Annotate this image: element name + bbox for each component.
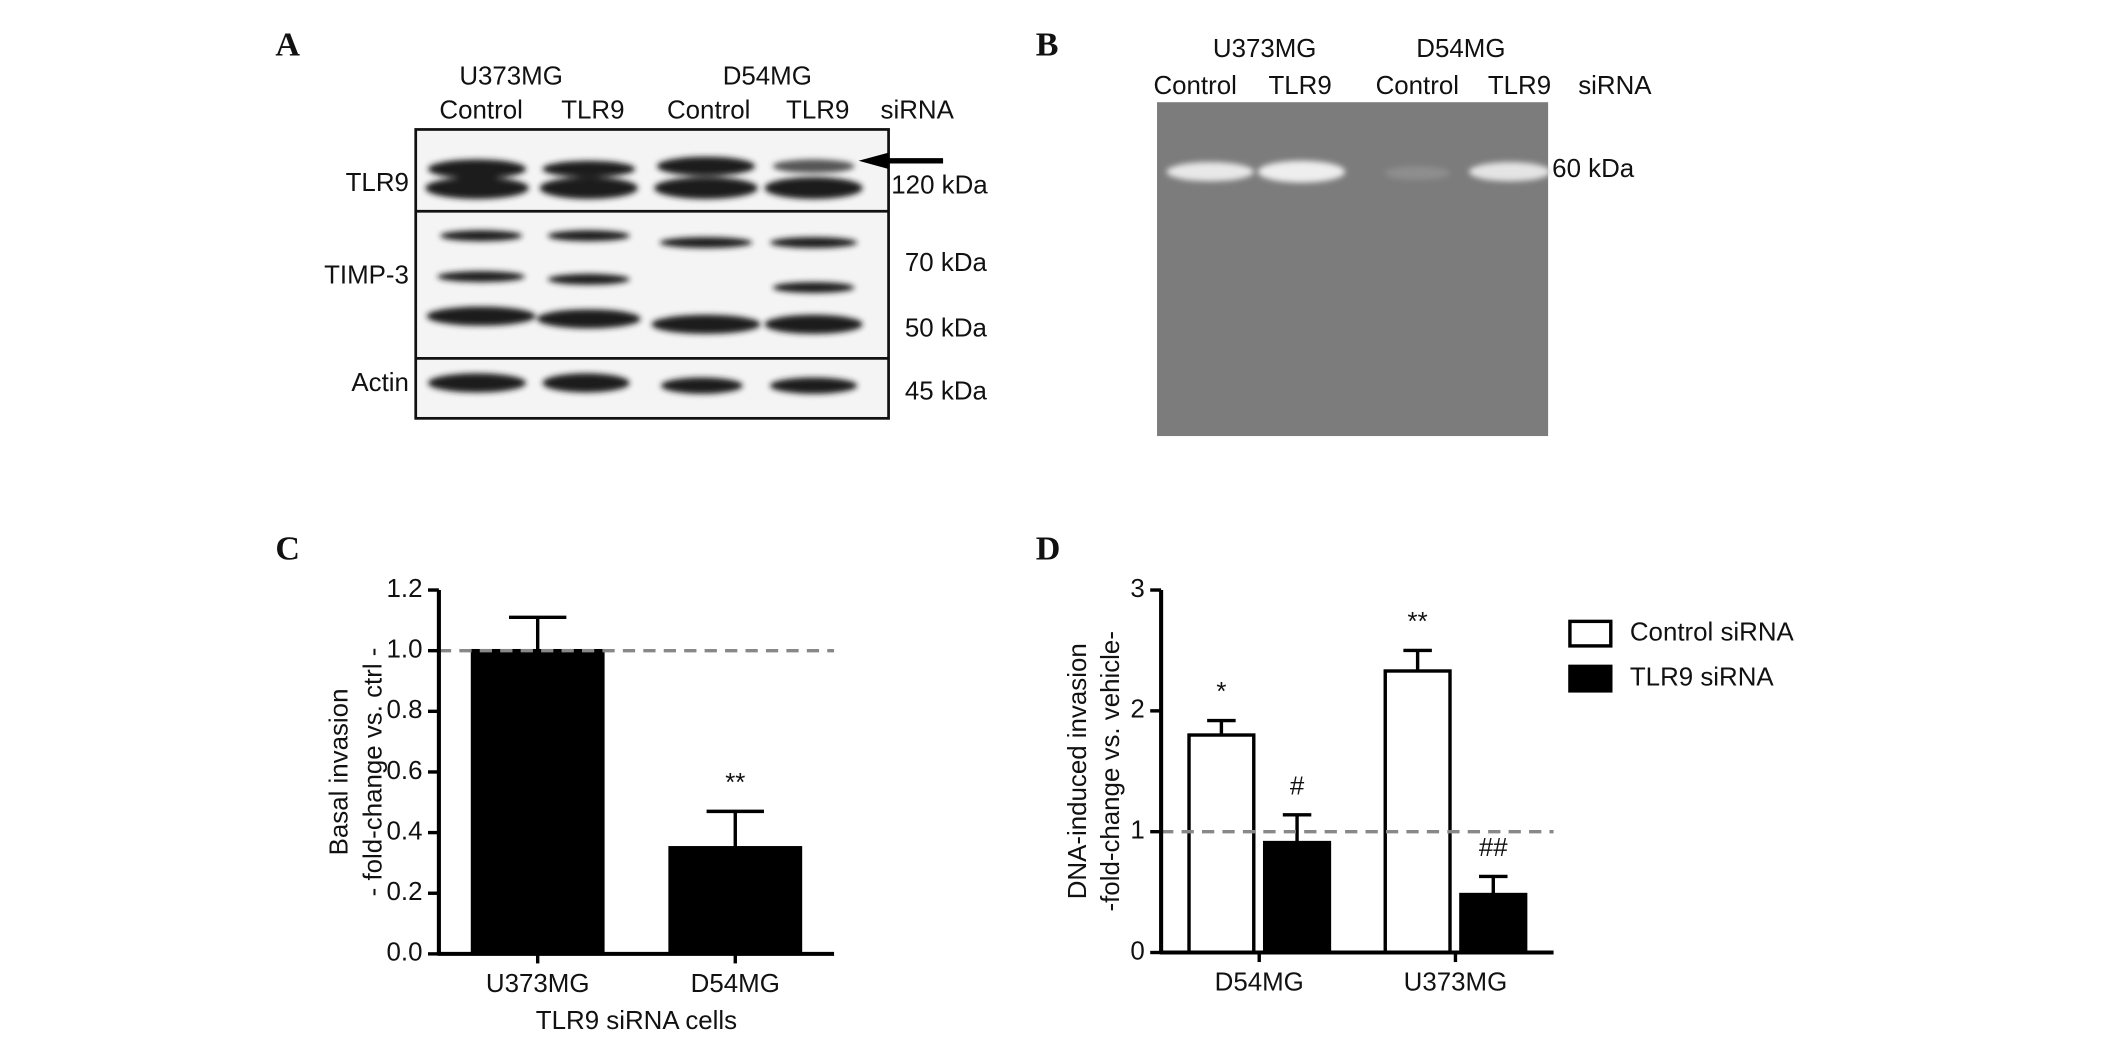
bar — [1459, 892, 1528, 955]
size-label: 120 kDa — [891, 172, 988, 200]
significance-marker: ** — [725, 769, 745, 797]
lane-label: TLR9 — [561, 97, 624, 125]
lane-label: Control — [1376, 72, 1459, 100]
lane-label: TLR9 — [1268, 72, 1331, 100]
panel-letter: D — [1036, 531, 1061, 568]
significance-marker: * — [1216, 678, 1226, 706]
size-label: 45 kDa — [905, 377, 988, 405]
row-label: Actin — [351, 369, 409, 397]
y-tick-label: 0.4 — [387, 817, 423, 845]
y-tick-label: 2 — [1130, 696, 1144, 724]
legend-swatch — [1568, 664, 1613, 693]
cell-line: D54MG — [723, 63, 812, 91]
treatment-label: siRNA — [881, 97, 955, 125]
significance-marker: ** — [1408, 608, 1428, 636]
panel-letter: A — [275, 27, 300, 64]
bar — [668, 846, 803, 956]
y-axis-label: Basal invasion — [326, 689, 354, 856]
y-tick-label: 3 — [1130, 575, 1144, 603]
y-tick-label: 0 — [1130, 937, 1144, 965]
bands — [1166, 160, 1551, 183]
significance-marker: ## — [1479, 834, 1508, 862]
x-tick-label: U373MG — [486, 970, 590, 998]
y-tick-label: 0.8 — [387, 696, 423, 724]
row-label: TIMP-3 — [324, 261, 409, 289]
y-tick-label: 0.2 — [387, 878, 423, 906]
y-axis-label: -fold-change vs. vehicle- — [1097, 631, 1125, 911]
row-label: TLR9 — [346, 169, 409, 197]
y-tick-label: 0.6 — [387, 757, 423, 785]
panel-letter: C — [275, 531, 300, 568]
treatment-label: siRNA — [1578, 72, 1652, 100]
legend-swatch — [1568, 619, 1613, 648]
bar — [1187, 733, 1256, 955]
significance-marker: # — [1290, 772, 1305, 800]
x-axis-label: TLR9 siRNA cells — [536, 1007, 737, 1035]
size-label: 60 kDa — [1552, 155, 1635, 183]
y-tick-label: 1 — [1130, 817, 1144, 845]
y-tick-label: 0.0 — [387, 939, 423, 967]
y-axis-label: DNA-induced invasion — [1064, 643, 1092, 899]
x-tick-label: U373MG — [1404, 969, 1508, 997]
bar — [1383, 669, 1452, 955]
legend-label: Control siRNA — [1630, 618, 1795, 646]
lane-label: Control — [667, 97, 750, 125]
legend-label: TLR9 siRNA — [1630, 663, 1775, 691]
panel-letter: B — [1036, 27, 1059, 64]
y-tick-label: 1.2 — [387, 575, 423, 603]
x-tick-label: D54MG — [691, 970, 780, 998]
bar — [1262, 840, 1332, 955]
lane-label: TLR9 — [1488, 72, 1551, 100]
lane-label: TLR9 — [786, 97, 849, 125]
bands — [425, 156, 863, 394]
y-axis-label: - fold-change vs. ctrl - — [360, 648, 388, 897]
size-label: 50 kDa — [905, 315, 988, 343]
size-label: 70 kDa — [905, 249, 988, 277]
lane-label: Control — [1153, 72, 1236, 100]
y-tick-label: 1.0 — [387, 636, 423, 664]
blot-b — [1157, 102, 1551, 437]
bar — [470, 648, 605, 956]
x-tick-label: D54MG — [1215, 969, 1304, 997]
lane-label: Control — [439, 97, 522, 125]
cell-line: U373MG — [1213, 35, 1317, 63]
blot-frame — [1157, 102, 1549, 437]
arrow — [858, 152, 944, 169]
cell-line: U373MG — [459, 63, 563, 91]
cell-line: D54MG — [1416, 35, 1505, 63]
blot-a — [414, 128, 944, 420]
